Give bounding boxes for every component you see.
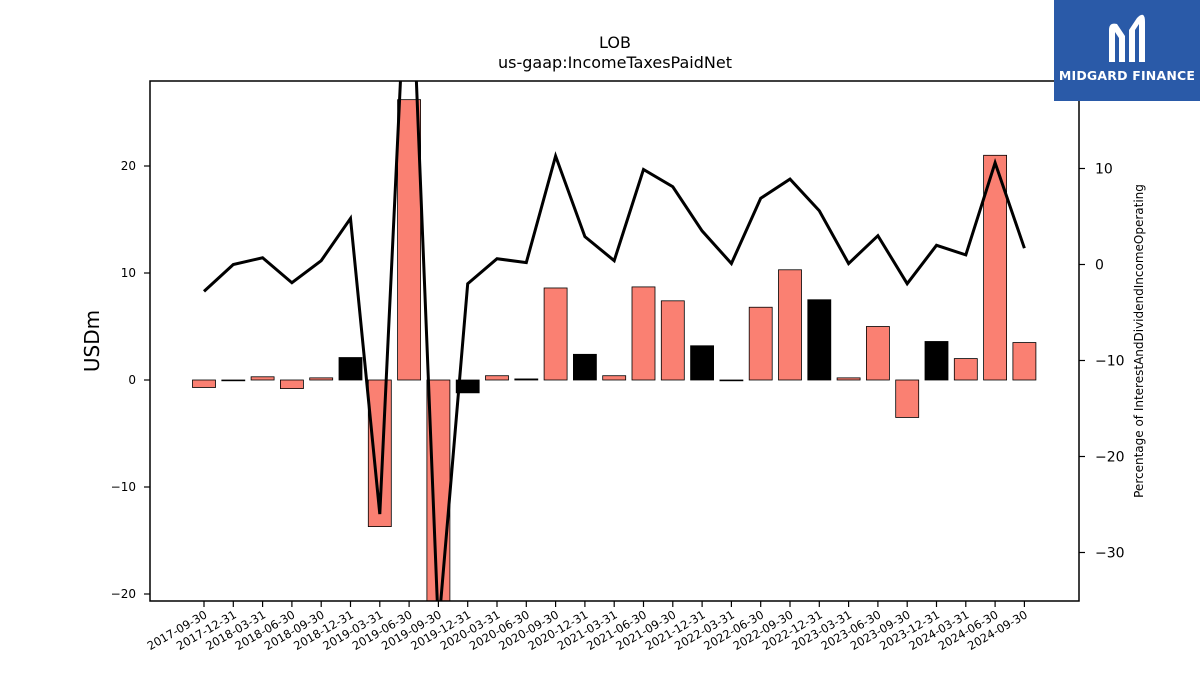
bar-2020-12-31: [573, 353, 597, 381]
bar-2019-12-31: [455, 379, 480, 394]
midgard-logo-icon: [1109, 14, 1145, 63]
y-axis-label-right: Percentage of InterestAndDividendIncomeO…: [1132, 184, 1146, 498]
bar-2023-03-31: [836, 377, 861, 381]
brand-logo: MIDGARD FINANCE: [1054, 0, 1200, 101]
bar-2018-12-31: [338, 357, 363, 381]
bar-2022-09-30: [778, 269, 802, 381]
bar-2018-06-30: [279, 379, 304, 389]
bar-series: [192, 99, 1037, 601]
bar-2024-06-30: [983, 154, 1007, 381]
bar-2021-12-31: [690, 345, 714, 381]
y-tick-label-left: 0: [128, 373, 136, 387]
y-tick-label-left: 10: [121, 266, 136, 280]
bar-2020-09-30: [543, 287, 568, 381]
bar-2023-09-30: [895, 379, 920, 418]
bar-2022-12-31: [807, 299, 832, 381]
y-tick-label-right: −10: [1095, 354, 1125, 370]
bar-2022-06-30: [748, 306, 773, 381]
y-tick-label-right: 0: [1095, 258, 1104, 274]
bar-2018-09-30: [309, 377, 334, 381]
y-tick-label-right: −20: [1095, 450, 1125, 466]
plot-frame: [149, 80, 1080, 602]
logo-text: MIDGARD FINANCE: [1058, 68, 1196, 83]
bar-2020-06-30: [514, 378, 539, 381]
y-tick-label-left: −10: [111, 480, 136, 494]
line-series: [202, 81, 1026, 601]
bar-2021-09-30: [660, 300, 685, 381]
line-series-path: [202, 81, 1026, 601]
bar-2017-12-31: [221, 379, 246, 382]
bar-2022-03-31: [719, 379, 744, 382]
bar-2017-09-30: [192, 379, 216, 388]
bar-2023-12-31: [924, 341, 949, 381]
y-axis-label-left: USDm: [80, 310, 104, 372]
bar-2021-03-31: [602, 375, 627, 381]
y-tick-label-left: 20: [121, 159, 136, 173]
bar-2019-06-30: [397, 99, 422, 381]
y-tick-label-left: −20: [111, 587, 136, 601]
bar-2023-06-30: [866, 326, 890, 381]
chart-subtitle: us-gaap:IncomeTaxesPaidNet: [498, 53, 732, 72]
bar-2018-03-31: [250, 376, 275, 381]
y-tick-label-right: 10: [1095, 162, 1113, 178]
y-tick-label-right: −30: [1095, 546, 1125, 562]
chart-title: LOB: [599, 33, 631, 52]
bar-2024-09-30: [1012, 342, 1037, 381]
bar-2024-03-31: [953, 358, 978, 381]
bar-2020-03-31: [485, 375, 509, 381]
bar-2021-06-30: [631, 286, 656, 381]
